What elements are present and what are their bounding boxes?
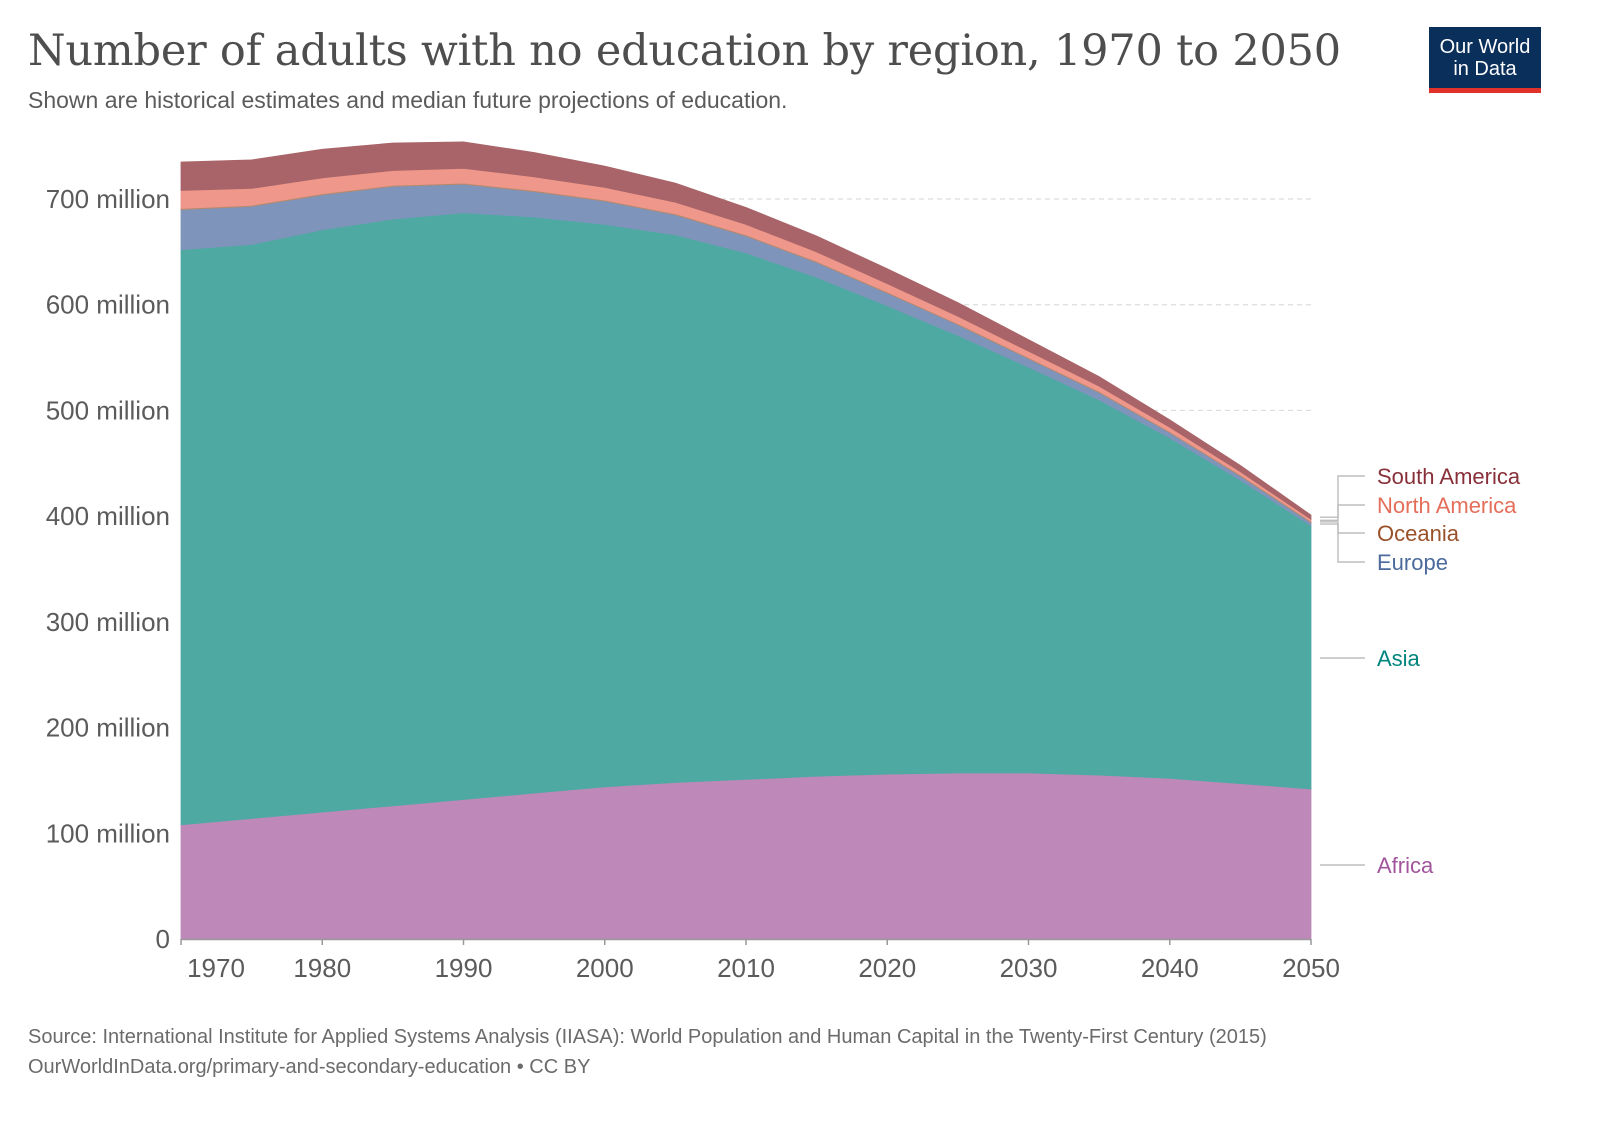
legend-connector-south-america (1320, 475, 1365, 518)
chart-title: Number of adults with no education by re… (28, 26, 1341, 76)
x-tick-label: 1980 (293, 953, 351, 983)
x-tick-label: 1990 (435, 953, 493, 983)
legend-label-north-america: North America (1377, 493, 1517, 518)
source-note: Source: International Institute for Appl… (28, 1026, 1267, 1048)
source-url-link[interactable]: OurWorldInData.org/primary-and-secondary… (28, 1056, 591, 1078)
y-tick-label: 400 million (46, 501, 170, 531)
y-tick-label: 500 million (46, 395, 170, 425)
legend-label-africa: Africa (1377, 853, 1434, 878)
legend-connector-oceania (1320, 521, 1365, 534)
y-tick-label: 300 million (46, 607, 170, 637)
logo-line-2: in Data (1453, 57, 1517, 80)
y-tick-label: 0 (156, 924, 170, 954)
legend-label-south-america: South America (1377, 464, 1521, 489)
area-asia (180, 212, 1312, 826)
x-tick-label: 2050 (1282, 953, 1340, 983)
x-tick-label: 2010 (717, 953, 775, 983)
y-tick-label: 700 million (46, 184, 170, 214)
y-tick-label: 100 million (46, 818, 170, 848)
y-tick-label: 600 million (46, 290, 170, 320)
legend-label-europe: Europe (1377, 550, 1448, 575)
axes: 0 100 million 200 million 300 million 400 mi… (46, 184, 1340, 983)
legend-label-oceania: Oceania (1377, 521, 1460, 546)
y-tick-label: 200 million (46, 713, 170, 743)
x-tick-label: 2020 (858, 953, 916, 983)
area-series (180, 141, 1312, 940)
chart-subtitle: Shown are historical estimates and media… (28, 87, 788, 113)
legend-label-asia: Asia (1377, 646, 1421, 671)
legend: Africa Asia Europe Oceania North America Sout… (1320, 464, 1521, 878)
x-tick-label: 2030 (1000, 953, 1058, 983)
x-tick-label: 2040 (1141, 953, 1199, 983)
owid-logo[interactable]: Our World in Data (1429, 27, 1541, 93)
legend-connector-europe (1320, 523, 1365, 563)
stacked-area-chart: 0 100 million 200 million 300 million 400 mi… (46, 141, 1521, 983)
area-south-america (180, 141, 1312, 521)
logo-line-1: Our World (1439, 35, 1531, 58)
x-tick-label: 1970 (187, 953, 245, 983)
legend-connector-north-america (1320, 504, 1365, 522)
x-tick-label: 2000 (576, 953, 634, 983)
